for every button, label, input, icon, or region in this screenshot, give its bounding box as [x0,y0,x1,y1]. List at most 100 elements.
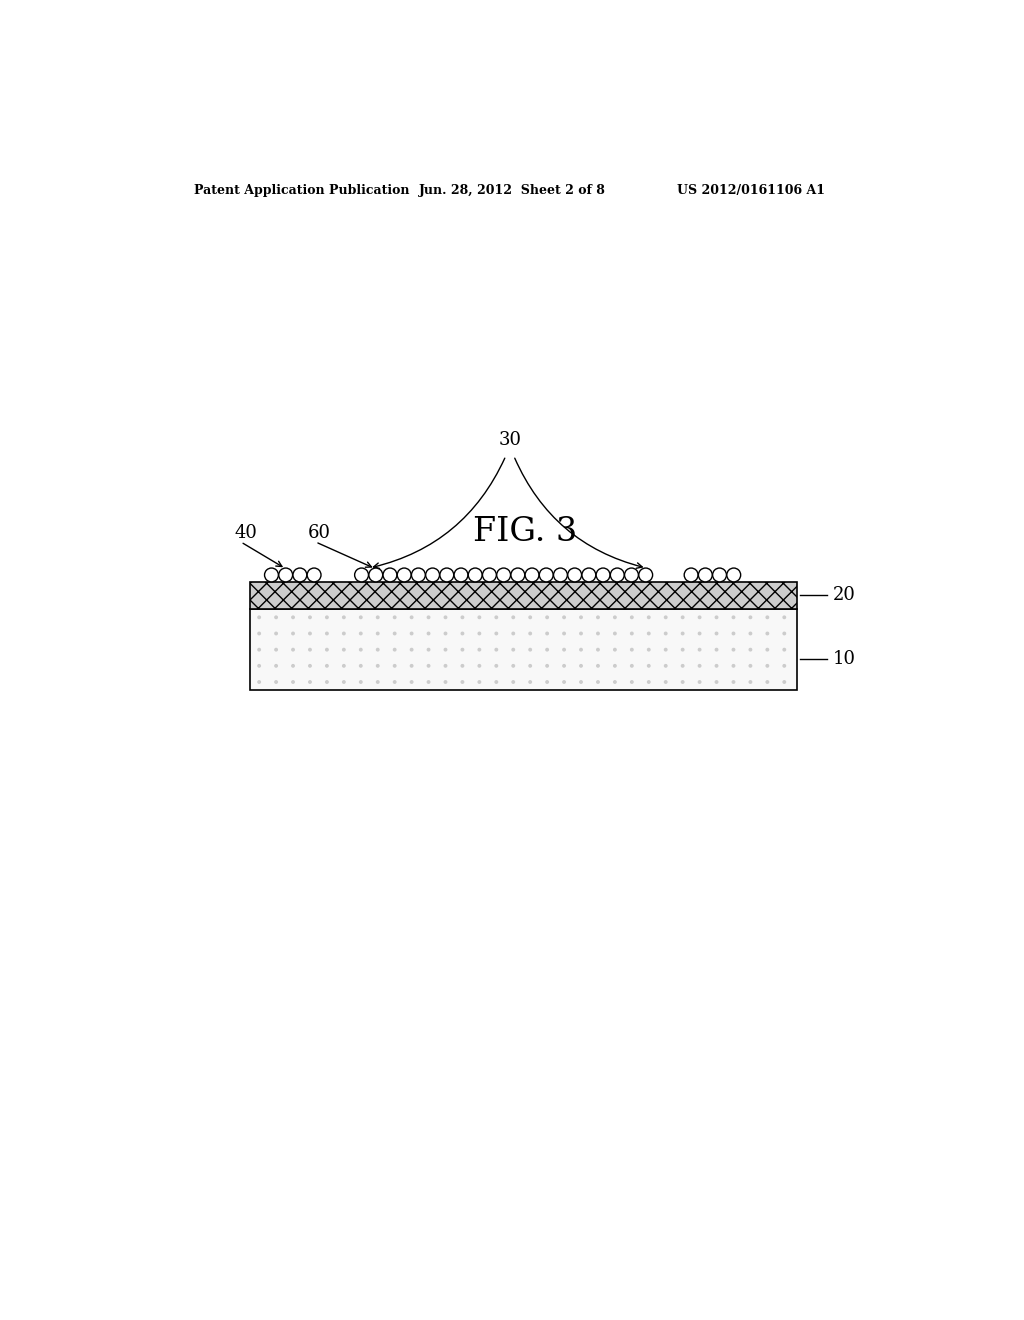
Circle shape [495,681,498,684]
Circle shape [326,664,328,667]
Circle shape [681,616,684,619]
Text: Patent Application Publication: Patent Application Publication [194,185,410,197]
Circle shape [597,616,599,619]
Circle shape [582,568,596,582]
Text: US 2012/0161106 A1: US 2012/0161106 A1 [677,185,825,197]
Circle shape [427,681,430,684]
Circle shape [497,568,511,582]
Circle shape [631,632,633,635]
Circle shape [393,664,396,667]
Circle shape [326,681,328,684]
Circle shape [529,632,531,635]
Circle shape [783,632,785,635]
Text: FIG. 3: FIG. 3 [473,516,577,548]
Bar [250,582,797,609]
Circle shape [511,568,524,582]
Circle shape [613,632,616,635]
Circle shape [783,664,785,667]
Circle shape [698,664,700,667]
Circle shape [512,664,514,667]
Circle shape [326,648,328,651]
Circle shape [377,664,379,667]
Circle shape [698,616,700,619]
Circle shape [665,648,667,651]
Circle shape [292,616,294,619]
Circle shape [766,681,769,684]
Circle shape [326,616,328,619]
Circle shape [631,648,633,651]
Circle shape [567,568,582,582]
Circle shape [732,681,734,684]
Circle shape [444,681,446,684]
Circle shape [546,648,549,651]
Circle shape [478,616,480,619]
Circle shape [665,664,667,667]
Text: Jun. 28, 2012  Sheet 2 of 8: Jun. 28, 2012 Sheet 2 of 8 [419,185,606,197]
Circle shape [383,568,397,582]
Circle shape [258,616,260,619]
Circle shape [343,616,345,619]
Circle shape [512,616,514,619]
Circle shape [529,616,531,619]
Circle shape [495,648,498,651]
Circle shape [427,616,430,619]
Circle shape [631,664,633,667]
Circle shape [292,648,294,651]
Circle shape [540,568,553,582]
Circle shape [309,681,311,684]
Circle shape [716,616,718,619]
Circle shape [713,568,726,582]
Circle shape [597,681,599,684]
Circle shape [478,648,480,651]
Circle shape [750,664,752,667]
Circle shape [766,664,769,667]
Circle shape [397,568,411,582]
Circle shape [698,632,700,635]
Circle shape [359,616,362,619]
Circle shape [343,648,345,651]
Circle shape [613,616,616,619]
Circle shape [716,681,718,684]
Circle shape [274,664,278,667]
Circle shape [783,648,785,651]
Circle shape [478,632,480,635]
Circle shape [529,648,531,651]
Circle shape [750,632,752,635]
Circle shape [274,616,278,619]
Circle shape [495,616,498,619]
Circle shape [359,664,362,667]
Circle shape [461,681,464,684]
Circle shape [716,664,718,667]
Circle shape [546,664,549,667]
Circle shape [393,632,396,635]
Circle shape [580,664,583,667]
Circle shape [482,568,497,582]
Circle shape [293,568,307,582]
Circle shape [274,632,278,635]
Circle shape [427,632,430,635]
Circle shape [512,648,514,651]
Circle shape [665,632,667,635]
Circle shape [454,568,468,582]
Circle shape [716,632,718,635]
Circle shape [750,616,752,619]
Circle shape [411,681,413,684]
Circle shape [307,568,321,582]
Circle shape [596,568,610,582]
Text: 30: 30 [499,432,521,450]
Circle shape [625,568,638,582]
Circle shape [563,681,565,684]
Circle shape [639,568,652,582]
Circle shape [258,632,260,635]
Circle shape [698,648,700,651]
Circle shape [411,664,413,667]
Bar [250,609,797,689]
Circle shape [461,664,464,667]
Circle shape [393,616,396,619]
Circle shape [258,681,260,684]
Circle shape [597,664,599,667]
Circle shape [393,648,396,651]
Circle shape [525,568,539,582]
Circle shape [580,632,583,635]
Circle shape [512,632,514,635]
